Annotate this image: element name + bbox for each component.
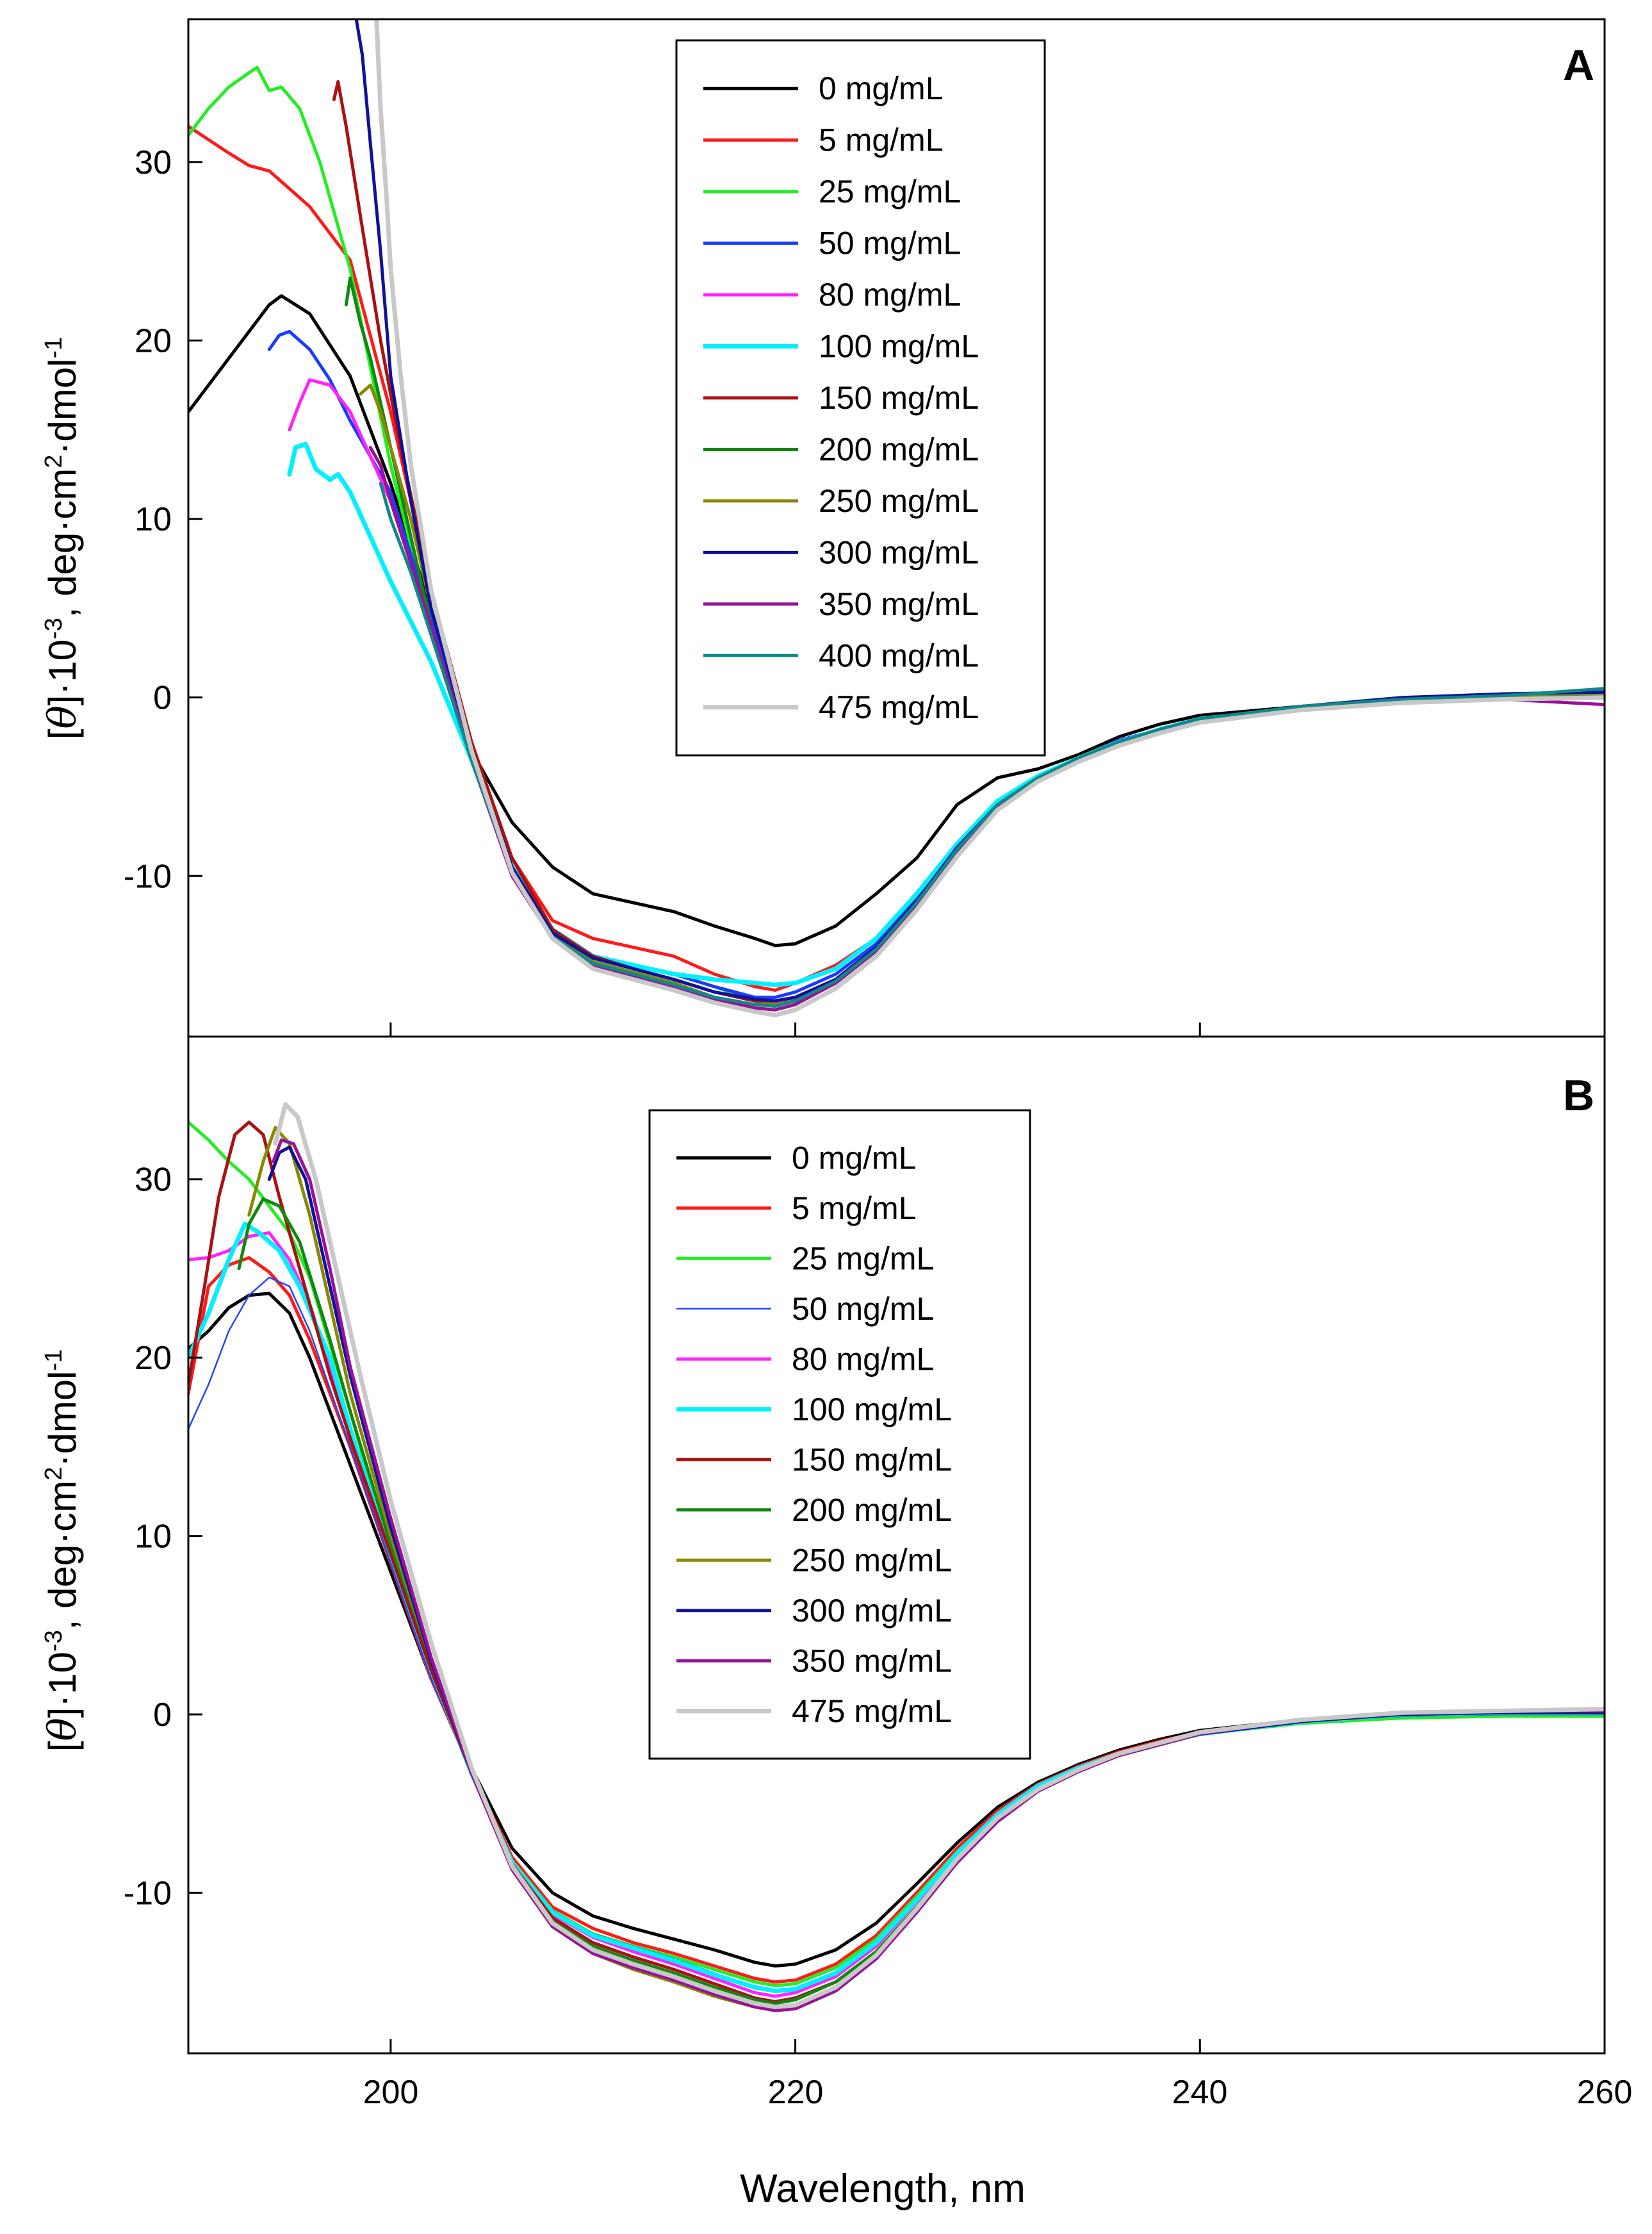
chart-panels: -10 0 10 20 30 A 0 mg/mL 5 mg/mL 25 mg/mL 50 mg/m… xyxy=(124,18,1606,2055)
legend-label-a-8: 250 mg/mL xyxy=(819,483,979,519)
legend-label-a-2: 25 mg/mL xyxy=(819,174,961,209)
x-tick-label-220: 220 xyxy=(768,2074,824,2111)
legend-label-b-8: 250 mg/mL xyxy=(792,1542,952,1578)
series-line-b-11 xyxy=(273,1102,1605,2010)
legend-b: 0 mg/mL 5 mg/mL 25 mg/mL 50 mg/mL 80 mg/mL 10… xyxy=(648,1109,1031,1760)
y-tick-label-b-0: -10 xyxy=(124,1875,172,1912)
y-tick-label-a-1: 0 xyxy=(153,680,172,717)
legend-label-a-1: 5 mg/mL xyxy=(819,122,944,158)
legend-label-b-0: 0 mg/mL xyxy=(792,1140,917,1176)
plot-frame-b xyxy=(187,1035,1606,2055)
y-axis-title-a: [θ]·10-3, deg·cm2·dmol-1 xyxy=(40,337,85,739)
legend-label-a-4: 80 mg/mL xyxy=(819,277,961,313)
x-tick-label-240: 240 xyxy=(1172,2074,1228,2111)
panel-b: -10 0 10 20 30 B 0 mg/mL 5 mg/mL 25 mg/mL 50 mg/m… xyxy=(124,1035,1606,2055)
x-tick-label-260: 260 xyxy=(1577,2074,1633,2111)
series-line-b-0 xyxy=(188,1292,1605,1968)
legend-label-b-5: 100 mg/mL xyxy=(792,1392,952,1427)
legend-label-a-10: 350 mg/mL xyxy=(819,586,979,622)
legend-label-b-9: 300 mg/mL xyxy=(792,1593,952,1629)
legend-box-b xyxy=(648,1109,1031,1760)
y-tick-label-b-1: 0 xyxy=(153,1696,172,1734)
legend-label-b-10: 350 mg/mL xyxy=(792,1643,952,1679)
panel-letter-a: A xyxy=(1563,41,1594,90)
y-tick-label-b-2: 10 xyxy=(135,1518,172,1556)
panel-a: -10 0 10 20 30 A 0 mg/mL 5 mg/mL 25 mg/mL 50 mg/m… xyxy=(124,18,1606,1038)
y-tick-label-a-4: 30 xyxy=(135,144,172,181)
legend-label-b-11: 475 mg/mL xyxy=(792,1693,952,1729)
legend-label-a-6: 150 mg/mL xyxy=(819,380,979,416)
y-tick-label-b-4: 30 xyxy=(135,1162,172,1199)
legend-label-b-2: 25 mg/mL xyxy=(792,1240,934,1276)
legend-label-b-1: 5 mg/mL xyxy=(792,1190,917,1226)
series-group-a xyxy=(188,19,1605,1018)
y-axis-title-b: [θ]·10-3, deg·cm2·dmol-1 xyxy=(40,1349,85,1752)
legend-label-b-3: 50 mg/mL xyxy=(792,1291,934,1327)
y-tick-label-a-2: 10 xyxy=(135,501,172,538)
legend-label-b-4: 80 mg/mL xyxy=(792,1341,934,1377)
series-line-a-12 xyxy=(374,19,1605,1018)
legend-label-a-5: 100 mg/mL xyxy=(819,329,979,365)
legend-label-a-12: 475 mg/mL xyxy=(819,689,979,725)
y-tick-label-a-0: -10 xyxy=(124,858,172,895)
legend-label-a-11: 400 mg/mL xyxy=(819,637,979,673)
y-tick-label-a-3: 20 xyxy=(135,322,172,359)
series-group-b xyxy=(188,1102,1605,2012)
legend-label-a-9: 300 mg/mL xyxy=(819,534,979,570)
series-line-a-0 xyxy=(188,294,1605,948)
legend-label-a-3: 50 mg/mL xyxy=(819,226,961,261)
legend-label-b-7: 200 mg/mL xyxy=(792,1492,952,1528)
y-tick-label-b-3: 20 xyxy=(135,1340,172,1377)
panel-letter-b: B xyxy=(1563,1071,1594,1120)
x-tick-label-200: 200 xyxy=(363,2074,419,2111)
legend-label-a-7: 200 mg/mL xyxy=(819,431,979,467)
legend-label-a-0: 0 mg/mL xyxy=(819,70,944,106)
legend-label-b-6: 150 mg/mL xyxy=(792,1441,952,1477)
x-axis-title: Wavelength, nm xyxy=(740,2167,1026,2211)
legend-a: 0 mg/mL 5 mg/mL 25 mg/mL 50 mg/mL 80 mg/mL 10… xyxy=(675,39,1046,757)
